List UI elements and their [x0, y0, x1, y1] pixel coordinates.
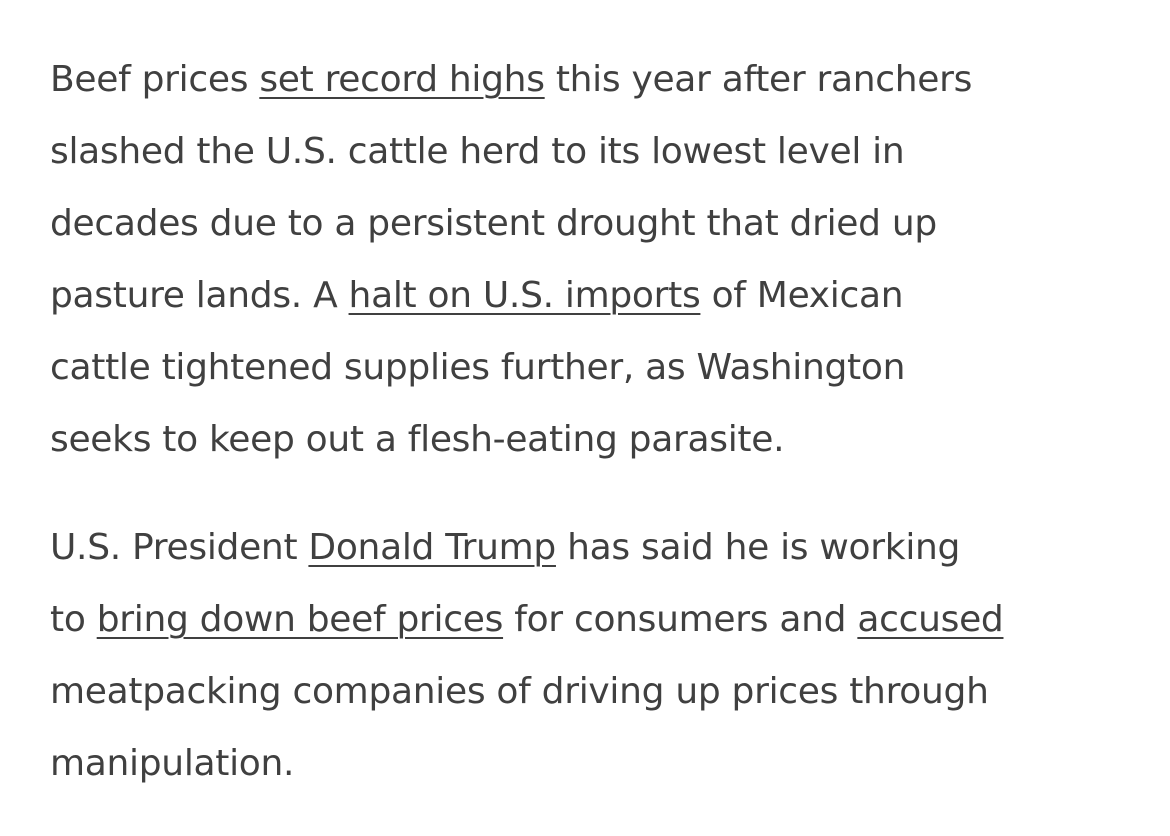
text-line: Beef prices set record highs this year a… — [50, 44, 1003, 116]
text-line: seeks to keep out a flesh-eating parasit… — [50, 404, 1003, 476]
article-link[interactable]: bring down beef prices — [96, 599, 504, 640]
text-segment: Beef prices — [50, 59, 260, 100]
article-link[interactable]: accused — [857, 599, 1004, 640]
text-line: meatpacking companies of driving up pric… — [50, 656, 1003, 728]
text-segment: of Mexican — [700, 275, 904, 316]
text-segment: slashed the U.S. cattle herd to its lowe… — [50, 131, 905, 172]
text-segment: seeks to keep out a flesh-eating parasit… — [50, 419, 785, 460]
text-line: manipulation. — [50, 728, 1003, 800]
text-line: pasture lands. A halt on U.S. imports of… — [50, 260, 1003, 332]
text-line: U.S. President Donald Trump has said he … — [50, 512, 1003, 584]
text-segment: for consumers and — [503, 599, 858, 640]
text-line: slashed the U.S. cattle herd to its lowe… — [50, 116, 1003, 188]
text-line: to bring down beef prices for consumers … — [50, 584, 1004, 656]
text-segment: pasture lands. A — [50, 275, 349, 316]
article-link[interactable]: set record highs — [259, 59, 545, 100]
text-segment: decades due to a persistent drought that… — [50, 203, 937, 244]
text-segment: U.S. President — [50, 527, 309, 568]
article-paragraph: Beef prices set record highs this year a… — [50, 44, 1003, 476]
text-line: decades due to a persistent drought that… — [50, 188, 1003, 260]
article-paragraph: U.S. President Donald Trump has said he … — [50, 512, 1004, 800]
text-segment: has said he is working — [555, 527, 961, 568]
text-segment: manipulation. — [50, 743, 295, 784]
text-line: cattle tightened supplies further, as Wa… — [50, 332, 1003, 404]
text-segment: to — [50, 599, 97, 640]
text-segment: this year after ranchers — [544, 59, 973, 100]
article-link[interactable]: Donald Trump — [308, 527, 556, 568]
text-segment: cattle tightened supplies further, as Wa… — [50, 347, 906, 388]
article-link[interactable]: halt on U.S. imports — [348, 275, 701, 316]
article-body: Beef prices set record highs this year a… — [50, 44, 1004, 836]
text-segment: meatpacking companies of driving up pric… — [50, 671, 989, 712]
